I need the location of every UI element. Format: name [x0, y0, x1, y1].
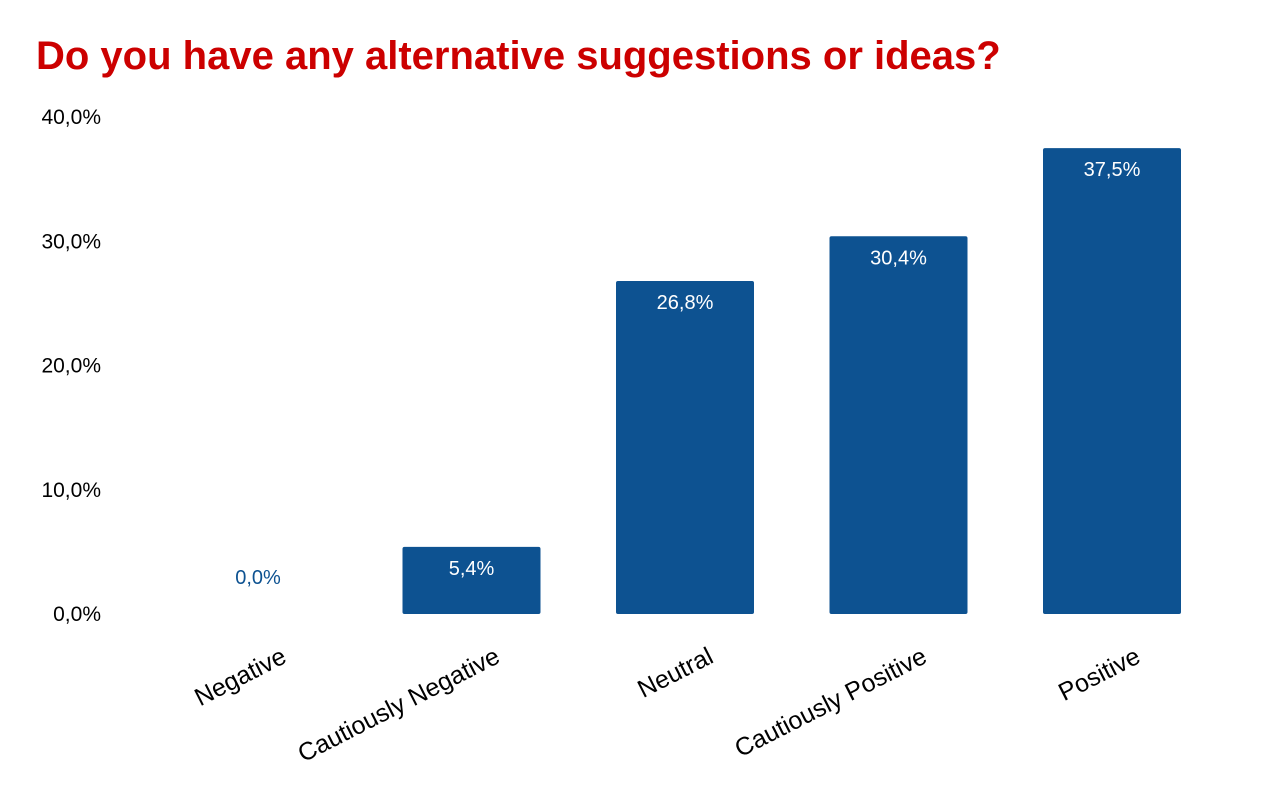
data-label: 30,4%	[870, 247, 927, 269]
x-tick-label: Positive	[1054, 642, 1145, 707]
data-labels: 0,0% 5,4% 26,8% 30,4% 37,5%	[235, 159, 1140, 589]
data-label: 0,0%	[235, 567, 281, 589]
data-label: 26,8%	[657, 292, 714, 314]
x-tick-label: Negative	[190, 642, 291, 712]
chart-title: Do you have any alternative suggestions …	[36, 34, 1001, 78]
x-tick-label: Neutral	[633, 642, 718, 704]
x-tick-label: Cautiously Negative	[293, 642, 504, 768]
bar	[829, 236, 968, 614]
data-label: 37,5%	[1084, 159, 1141, 181]
bar	[402, 546, 541, 614]
y-tick-label: 0,0%	[53, 603, 101, 626]
y-tick-label: 10,0%	[41, 479, 101, 502]
y-tick-label: 20,0%	[41, 355, 101, 378]
y-axis: 0,0% 10,0% 20,0% 30,0% 40,0%	[41, 106, 101, 626]
bar	[616, 281, 754, 614]
x-axis: Negative Cautiously Negative Neutral Cautio…	[190, 642, 1145, 768]
x-tick-label: Cautiously Positive	[730, 642, 931, 763]
y-tick-label: 30,0%	[41, 230, 101, 253]
bars	[402, 148, 1181, 614]
data-label: 5,4%	[449, 558, 495, 580]
y-tick-label: 40,0%	[41, 106, 101, 129]
bar	[1043, 148, 1181, 614]
